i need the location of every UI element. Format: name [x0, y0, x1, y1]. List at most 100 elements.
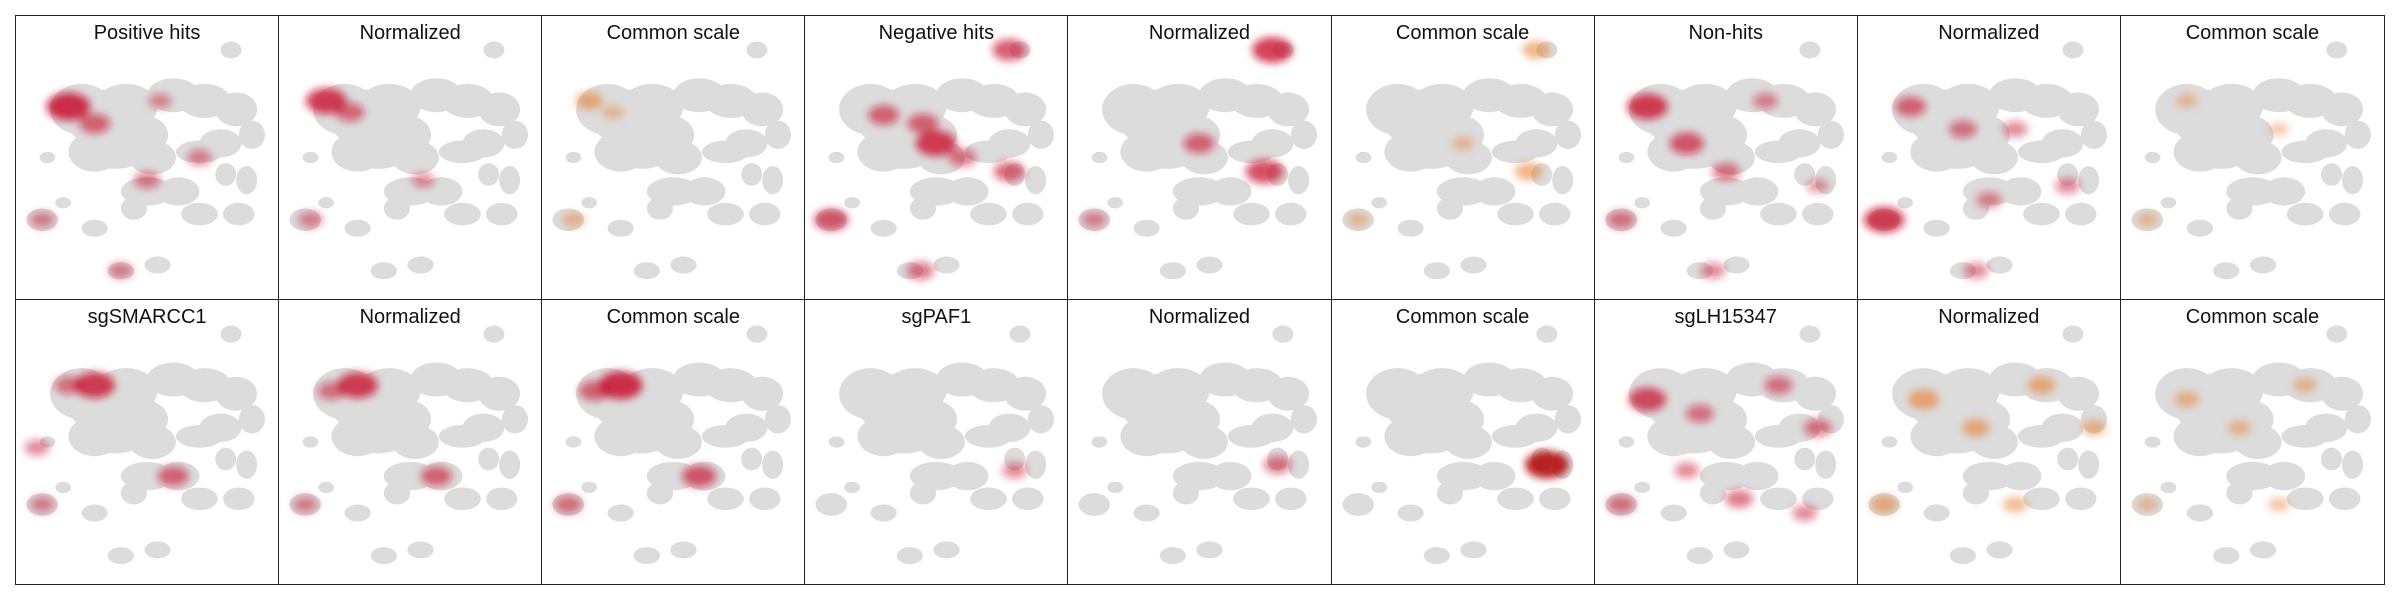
umap-background-region — [857, 416, 911, 457]
umap-background-region — [702, 424, 750, 448]
umap-background-region — [215, 376, 258, 411]
umap-background-region — [1923, 219, 1950, 237]
panel-8: Normalized — [1857, 16, 2121, 300]
umap-background-region — [2080, 120, 2107, 150]
umap-background-region — [1473, 461, 1516, 491]
umap-background-region — [1275, 202, 1307, 226]
umap-background-region — [220, 41, 242, 59]
umap-background-region — [1535, 325, 1557, 343]
density-hotspot — [1752, 92, 1778, 109]
umap-background-region — [1759, 202, 1797, 226]
umap-background-region — [318, 197, 335, 209]
umap-background-region — [2234, 140, 2282, 175]
density-hotspot — [1806, 178, 1829, 193]
panel-18: Common scale — [2121, 300, 2384, 584]
umap-background-region — [1686, 547, 1713, 565]
density-hotspot — [157, 466, 189, 487]
umap-background-region — [1881, 151, 1898, 164]
panel-11: Normalized — [279, 300, 543, 584]
umap-density-plot — [1605, 41, 1844, 280]
umap-background-region — [478, 447, 500, 471]
density-hotspot — [2175, 93, 2198, 108]
umap-background-region — [1459, 256, 1487, 274]
panel-17: Normalized — [1858, 300, 2121, 584]
umap-background-region — [2226, 481, 2253, 505]
umap-density-plot — [24, 325, 266, 565]
umap-background-region — [2249, 541, 2277, 559]
umap-background-region — [1370, 481, 1387, 494]
umap-background-region — [1107, 481, 1124, 494]
umap-background-region — [175, 424, 224, 448]
umap-background-region — [236, 165, 258, 195]
panel-12: Common scale — [542, 300, 806, 584]
umap-background-region — [1228, 424, 1276, 448]
umap-background-region — [741, 163, 763, 186]
density-hotspot — [1626, 93, 1668, 120]
density-hotspot — [814, 208, 849, 231]
density-hotspot — [1963, 262, 1989, 279]
density-hotspot — [562, 212, 586, 228]
panel-title: Negative hits — [878, 22, 995, 44]
density-hotspot — [2002, 121, 2028, 138]
umap-background-region — [946, 461, 989, 491]
umap-background-region — [594, 132, 648, 172]
umap-background-region — [2341, 450, 2363, 479]
panel-1: Positive hits — [16, 16, 280, 300]
umap-background-region — [236, 450, 258, 479]
density-hotspot — [1522, 41, 1550, 59]
umap-background-region — [223, 487, 255, 511]
density-hotspot — [1870, 495, 1898, 514]
umap-background-region — [2062, 41, 2084, 59]
umap-density-plot — [2131, 325, 2371, 565]
density-hotspot — [148, 93, 172, 109]
density-hotspot — [554, 495, 583, 514]
umap-background-region — [68, 132, 121, 172]
umap-background-region — [501, 120, 529, 150]
umap-background-region — [2344, 405, 2371, 434]
umap-background-region — [1949, 547, 1976, 565]
umap-background-region — [1092, 436, 1108, 448]
umap-background-region — [344, 504, 371, 522]
umap-background-region — [1423, 262, 1450, 280]
umap-background-region — [1009, 325, 1031, 343]
density-hotspot — [994, 161, 1026, 182]
umap-background-region — [407, 256, 434, 274]
panel-title: Normalized — [1148, 306, 1251, 328]
umap-background-region — [1799, 325, 1821, 343]
umap-background-region — [39, 151, 56, 164]
density-hotspot — [29, 211, 55, 228]
umap-background-region — [1160, 262, 1187, 280]
density-hotspot — [1863, 206, 1905, 233]
umap-background-region — [2056, 92, 2099, 127]
umap-background-region — [2320, 376, 2363, 411]
umap-background-region — [870, 219, 898, 237]
umap-background-region — [1793, 92, 1836, 127]
umap-background-region — [1025, 450, 1047, 479]
umap-background-region — [844, 481, 861, 494]
umap-background-region — [1196, 256, 1224, 274]
density-hotspot — [1791, 505, 1817, 521]
umap-background-region — [1538, 487, 1571, 511]
umap-background-region — [302, 436, 319, 448]
panel-title: Normalized — [1148, 22, 1251, 44]
umap-background-region — [2226, 197, 2253, 220]
umap-background-region — [707, 487, 745, 511]
umap-background-region — [1723, 256, 1750, 274]
umap-background-region — [370, 547, 398, 565]
umap-background-region — [1025, 165, 1047, 195]
umap-background-region — [670, 256, 697, 274]
density-hotspot — [2081, 419, 2107, 436]
umap-background-region — [746, 41, 768, 59]
umap-background-region — [444, 487, 481, 511]
umap-background-region — [478, 376, 521, 411]
umap-background-region — [1209, 177, 1252, 206]
umap-background-region — [1910, 132, 1963, 172]
umap-density-plot — [1078, 37, 1318, 280]
umap-background-region — [741, 376, 784, 411]
umap-background-region — [383, 481, 411, 505]
umap-background-region — [1004, 92, 1047, 127]
umap-background-region — [1004, 376, 1047, 411]
umap-background-region — [1910, 416, 1963, 457]
umap-background-region — [1799, 41, 1821, 59]
umap-background-region — [1699, 197, 1726, 220]
